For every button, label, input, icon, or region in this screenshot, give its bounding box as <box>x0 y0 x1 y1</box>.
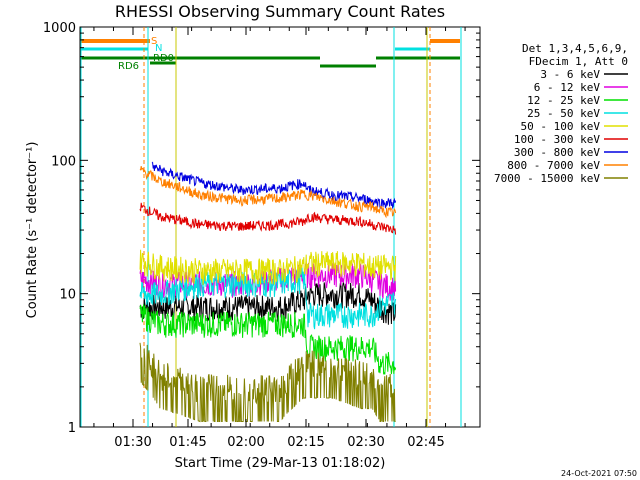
x-tick-label: 02:15 <box>287 435 324 450</box>
series-line <box>139 202 397 235</box>
series-line <box>139 249 397 285</box>
legend-label: 100 - 300 keV <box>514 133 600 146</box>
y-tick-label: 1 <box>68 421 76 436</box>
axes: 1 10 100 1000 01:30 01:45 02:00 02:15 02:30 02:45 <box>43 21 480 450</box>
legend-label: 50 - 100 keV <box>521 120 601 133</box>
series-line <box>139 342 396 423</box>
y-tick-label: 1000 <box>43 21 76 36</box>
series-line <box>139 166 397 219</box>
status-label-rd0: RD0 <box>153 53 174 64</box>
x-tick-label: 02:45 <box>407 435 444 450</box>
legend-label: 7000 - 15000 keV <box>494 172 600 185</box>
x-axis-label: Start Time (29-Mar-13 01:18:02) <box>175 456 386 471</box>
footer-timestamp: 24-Oct-2021 07:50 <box>561 469 637 478</box>
y-axis-label: Count Rate (s⁻¹ detector⁻¹) <box>25 142 40 319</box>
legend-label: 800 - 7000 keV <box>507 159 600 172</box>
legend-label: 6 - 12 keV <box>534 81 601 94</box>
series-line <box>139 267 397 330</box>
status-label-rd6: RD6 <box>118 61 139 72</box>
x-tick-label: 02:00 <box>227 435 264 450</box>
x-tick-label: 02:30 <box>347 435 384 450</box>
x-tick-label: 01:30 <box>114 435 151 450</box>
legend-header: Det 1,3,4,5,6,9, <box>522 42 628 55</box>
y-tick-label: 10 <box>59 288 76 303</box>
series-line <box>139 304 397 375</box>
x-tick-label: 01:45 <box>169 435 206 450</box>
legend-label: 25 - 50 keV <box>527 107 600 120</box>
legend-label: 3 - 6 keV <box>540 68 600 81</box>
legend-label: 12 - 25 keV <box>527 94 600 107</box>
series-layer <box>139 161 397 423</box>
y-tick-label: 100 <box>51 154 76 169</box>
status-label-n: N <box>155 43 162 54</box>
chart-title: RHESSI Observing Summary Count Rates <box>115 2 445 21</box>
legend: Det 1,3,4,5,6,9,FDecim 1, Att 03 - 6 keV… <box>494 42 628 185</box>
legend-header: FDecim 1, Att 0 <box>529 55 628 68</box>
series-line <box>151 161 397 210</box>
plot-frame <box>79 26 481 428</box>
series-line <box>139 262 397 301</box>
status-label-s: S <box>151 36 157 47</box>
legend-label: 300 - 800 keV <box>514 146 600 159</box>
